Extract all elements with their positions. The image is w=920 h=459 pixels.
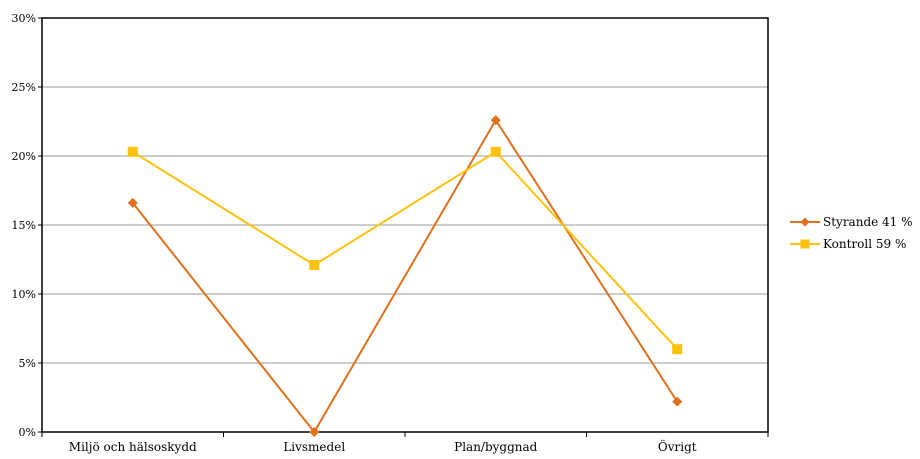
square-marker-icon (800, 239, 810, 249)
y-tick-label: 0% (19, 426, 36, 439)
data-point (127, 146, 138, 157)
y-tick-label: 10% (12, 288, 36, 301)
series-2 (127, 146, 683, 355)
y-axis-ticks: 0% 5% 10% 15% 20% 25% 30% (12, 12, 42, 439)
y-tick-label: 15% (12, 219, 36, 232)
series-1 (127, 115, 683, 437)
y-tick-label: 20% (12, 150, 36, 163)
y-tick-label: 5% (19, 357, 36, 370)
legend-item: Styrande 41 % (790, 215, 913, 229)
diamond-marker-icon (800, 217, 810, 227)
x-category-label: Övrigt (658, 438, 697, 454)
data-point (490, 115, 501, 126)
x-axis-ticks: Miljö och hälsoskydd Livsmedel Plan/byggna… (41, 432, 769, 454)
x-category-label: Miljö och hälsoskydd (69, 440, 197, 454)
data-point (127, 197, 138, 208)
series-group (127, 115, 683, 437)
x-category-label: Livsmedel (283, 440, 345, 454)
legend: Styrande 41 % Kontroll 59 % (790, 215, 913, 251)
data-point (309, 260, 320, 271)
series-line (131, 118, 679, 434)
legend-label: Styrande 41 % (823, 215, 913, 229)
x-category-label: Plan/byggnad (454, 440, 538, 454)
legend-label: Kontroll 59 % (823, 237, 906, 251)
data-point (672, 396, 683, 407)
y-tick-label: 30% (12, 12, 36, 25)
grid-lines (42, 86, 768, 364)
data-point (490, 146, 501, 157)
y-tick-label: 25% (12, 81, 36, 94)
data-point (309, 427, 320, 437)
legend-item: Kontroll 59 % (790, 237, 906, 251)
series-line (132, 150, 678, 350)
data-point (672, 344, 683, 355)
